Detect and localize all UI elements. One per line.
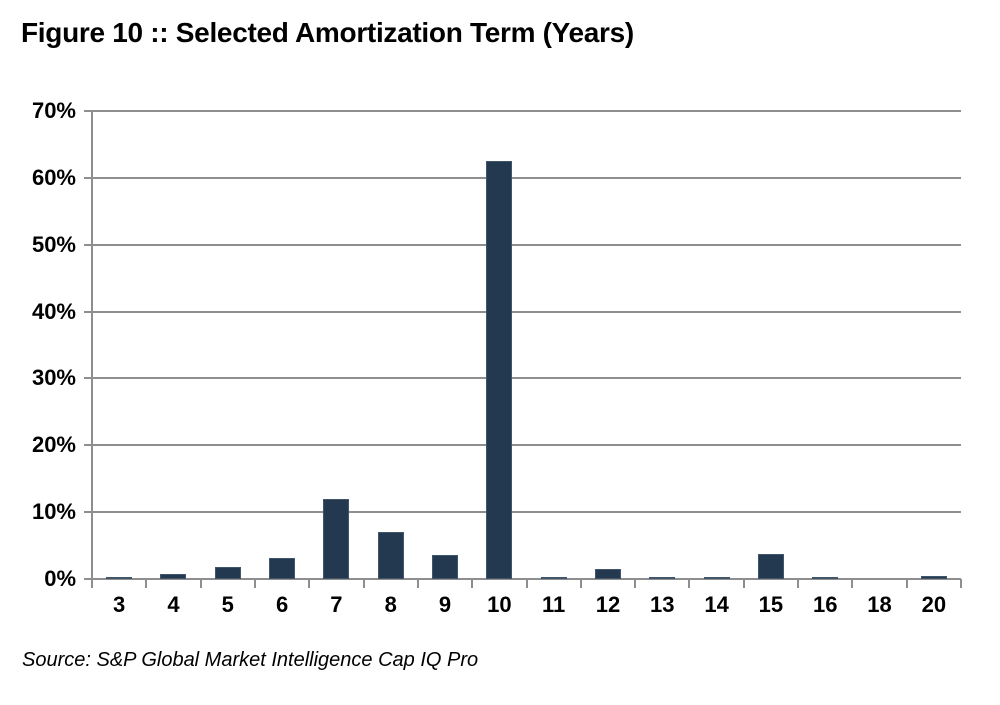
x-axis-label: 13 <box>650 592 675 617</box>
x-axis-label: 20 <box>921 592 947 617</box>
y-axis-label: 10% <box>31 499 76 525</box>
bar <box>323 498 350 579</box>
x-axis-tick <box>362 579 365 588</box>
x-axis-label: 10 <box>487 592 512 617</box>
bar <box>106 576 133 579</box>
gridline <box>92 511 961 514</box>
x-axis-label: 11 <box>542 592 566 617</box>
y-axis-label: 70% <box>31 98 76 123</box>
x-axis-tick <box>742 579 745 588</box>
x-axis-tick <box>199 579 202 588</box>
bar <box>812 576 839 579</box>
y-axis-tick <box>84 176 92 179</box>
y-axis-tick <box>84 444 92 447</box>
bar <box>214 566 241 579</box>
y-axis-tick <box>84 377 92 380</box>
x-axis-label: 8 <box>384 592 397 617</box>
gridline <box>92 310 961 313</box>
x-axis-tick <box>416 579 419 588</box>
x-axis-label: 16 <box>812 592 838 617</box>
y-axis-label: 60% <box>31 164 76 190</box>
x-axis-label: 14 <box>704 592 729 617</box>
y-axis-tick <box>84 511 92 514</box>
x-axis-tick <box>308 579 311 588</box>
x-axis-tick <box>253 579 256 588</box>
gridline <box>92 243 961 246</box>
x-axis-tick <box>851 579 854 588</box>
x-axis-tick <box>905 579 908 588</box>
x-axis-tick <box>579 579 582 588</box>
y-axis-label: 50% <box>31 231 76 257</box>
x-axis-tick <box>688 579 691 588</box>
bar <box>377 532 404 579</box>
y-axis-label: 30% <box>31 365 76 391</box>
x-axis-label: 15 <box>758 592 784 617</box>
gridline <box>92 444 961 447</box>
bar <box>649 576 676 579</box>
source-note: Source: S&P Global Market Intelligence C… <box>22 649 479 671</box>
x-axis-tick <box>471 579 474 588</box>
y-axis-label: 20% <box>31 432 76 458</box>
bar <box>920 576 947 579</box>
bar <box>540 576 567 579</box>
x-axis-label: 5 <box>221 592 234 617</box>
bar <box>486 161 513 579</box>
bar <box>757 554 784 579</box>
x-axis-label: 4 <box>167 592 180 617</box>
x-axis-tick <box>960 579 962 588</box>
bar <box>269 557 296 579</box>
figure-title: Figure 10 :: Selected Amortization Term … <box>21 17 634 48</box>
bar <box>594 568 621 579</box>
bar <box>160 574 187 579</box>
y-axis-line <box>91 111 93 588</box>
x-axis-tick <box>525 579 528 588</box>
x-axis-tick <box>634 579 637 588</box>
y-axis-label: 40% <box>31 298 76 324</box>
gridline <box>92 377 961 380</box>
x-axis-label: 12 <box>595 592 621 617</box>
x-axis-label: 3 <box>113 592 126 617</box>
y-axis-label: 0% <box>44 566 76 591</box>
gridline <box>92 110 961 112</box>
bar <box>432 554 459 579</box>
bar <box>703 576 730 579</box>
x-axis-tick <box>145 579 148 588</box>
y-axis-tick <box>84 243 92 246</box>
x-axis-label: 9 <box>438 592 452 617</box>
x-axis-tick <box>797 579 800 588</box>
gridline <box>92 176 961 179</box>
x-axis-label: 18 <box>867 592 892 617</box>
y-axis-tick <box>84 578 92 580</box>
y-axis-tick <box>84 310 92 313</box>
x-axis-label: 7 <box>330 592 343 617</box>
y-axis-tick <box>84 110 92 112</box>
x-axis-label: 6 <box>275 592 289 617</box>
